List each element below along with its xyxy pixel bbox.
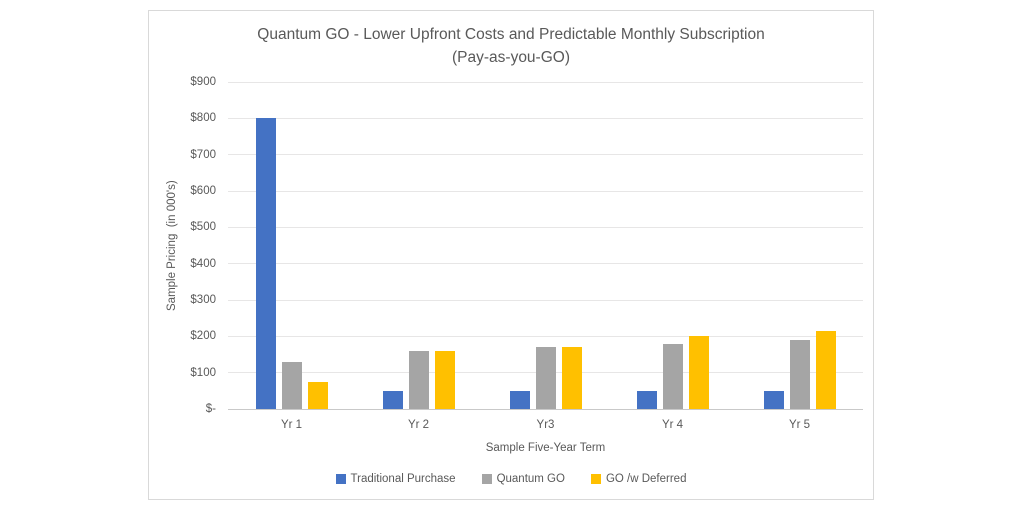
x-tick-label: Yr 2 — [407, 419, 430, 431]
bar-traditional-purchase-yr-4 — [636, 390, 657, 409]
x-tick-label: Yr 1 — [280, 419, 303, 431]
legend-label: Traditional Purchase — [350, 473, 456, 485]
chart-title-line1: Quantum GO - Lower Upfront Costs and Pre… — [257, 26, 765, 43]
bar-quantum-go-yr-4 — [662, 343, 683, 409]
legend: Traditional Purchase Quantum GO GO /w Defe… — [149, 473, 873, 485]
bar-go-w-deferred-yr-1 — [307, 381, 328, 409]
legend-swatch-icon — [335, 474, 346, 484]
legend-swatch-icon — [481, 474, 492, 484]
chart-panel: Quantum GO - Lower Upfront Costs and Pre… — [148, 10, 874, 500]
legend-label: Quantum GO — [496, 473, 565, 485]
bar-quantum-go-yr3 — [535, 347, 556, 409]
plot-area: $- $100 $200 $300 $400 $500 $600 $700 $800 $900 Yr… — [190, 76, 863, 431]
x-axis-line — [228, 409, 863, 410]
y-tick-label: $400 — [190, 257, 216, 270]
gridline — [228, 299, 863, 301]
x-axis-title: Sample Five-Year Term — [485, 442, 606, 454]
bar-traditional-purchase-yr-1 — [255, 118, 276, 409]
legend-item-quantum-go: Quantum GO — [481, 473, 565, 485]
bar-quantum-go-yr-2 — [408, 350, 429, 409]
x-tick-label: Yr3 — [536, 419, 555, 431]
y-tick-label: $600 — [190, 185, 216, 197]
x-tick-label: Yr 4 — [661, 419, 684, 431]
y-tick-label: $900 — [190, 76, 216, 88]
gridline — [228, 81, 863, 83]
bar-quantum-go-yr-5 — [789, 339, 810, 409]
gridline — [228, 154, 863, 156]
y-tick-label: $700 — [190, 148, 216, 161]
bar-go-w-deferred-yr-2 — [434, 350, 455, 409]
legend-label: GO /w Deferred — [605, 473, 687, 485]
chart-title-line2: (Pay-as-you-GO) — [452, 49, 570, 66]
y-tick-label: $300 — [190, 294, 216, 306]
gridline — [228, 335, 863, 337]
chart-title: Quantum GO - Lower Upfront Costs and Pre… — [149, 23, 873, 69]
y-tick-label: $100 — [190, 366, 216, 379]
legend-item-go-w-deferred: GO /w Deferred — [590, 473, 687, 485]
legend-item-traditional-purchase: Traditional Purchase — [335, 473, 456, 485]
gridline — [228, 117, 863, 119]
y-tick-label: $- — [205, 403, 216, 415]
gridline — [228, 226, 863, 228]
bar-traditional-purchase-yr-5 — [763, 390, 784, 409]
bar-traditional-purchase-yr3 — [509, 390, 530, 409]
bar-go-w-deferred-yr-5 — [815, 330, 836, 409]
bar-go-w-deferred-yr-4 — [688, 336, 709, 409]
y-axis-title: Sample Pricing (in 000's) — [166, 180, 178, 311]
bar-quantum-go-yr-1 — [281, 361, 302, 409]
y-tick-label: $800 — [190, 112, 216, 125]
bar-go-w-deferred-yr3 — [561, 347, 582, 409]
gridline — [228, 190, 863, 192]
legend-swatch-icon — [590, 474, 601, 484]
bar-traditional-purchase-yr-2 — [382, 390, 403, 409]
y-tick-label: $500 — [190, 221, 216, 234]
gridline — [228, 263, 863, 265]
y-tick-label: $200 — [190, 330, 216, 343]
x-tick-label: Yr 5 — [788, 419, 811, 431]
